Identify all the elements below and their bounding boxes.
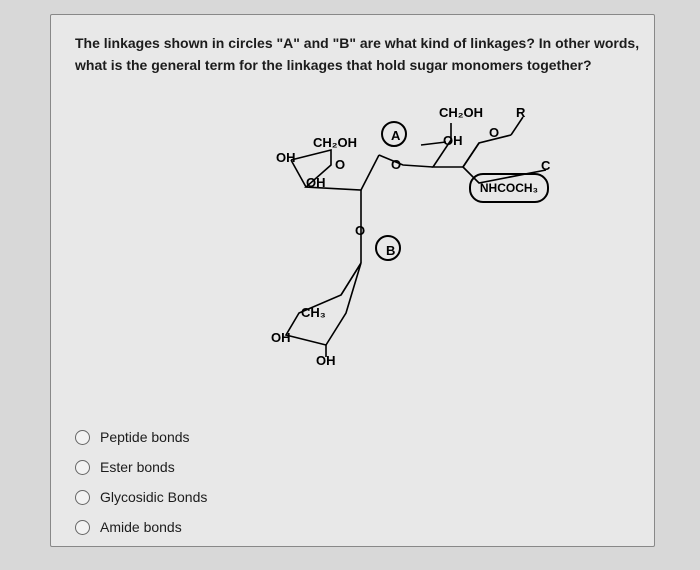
lbl-o-top: O (489, 125, 499, 140)
lbl-ch2oh-top: CH₂OH (439, 105, 483, 120)
question-line-2: what is the general term for the linkage… (75, 57, 592, 73)
lbl-o-vert: O (355, 223, 365, 238)
structure-svg (211, 95, 611, 395)
lbl-o-link: O (391, 157, 401, 172)
option-ester[interactable]: Ester bonds (75, 459, 207, 475)
question-line-1: The linkages shown in circles "A" and "B… (75, 35, 639, 51)
chemistry-diagram: NHCOCH₃ CH₂OH R O OH A CH₂OH OH C O OH O… (211, 95, 611, 395)
option-label: Ester bonds (100, 459, 175, 475)
question-text: The linkages shown in circles "A" and "B… (75, 33, 644, 76)
option-peptide[interactable]: Peptide bonds (75, 429, 207, 445)
lbl-ch3: CH₃ (301, 305, 326, 320)
circle-c-label: NHCOCH₃ (480, 181, 538, 195)
option-label: Glycosidic Bonds (100, 489, 207, 505)
option-amide[interactable]: Amide bonds (75, 519, 207, 535)
option-label: Amide bonds (100, 519, 182, 535)
lbl-oh-left2: OH (306, 175, 326, 190)
lbl-oh-left1: OH (276, 150, 296, 165)
radio-icon[interactable] (75, 460, 90, 475)
lbl-oh-bot1: OH (271, 330, 291, 345)
lbl-oh-bot2: OH (316, 353, 336, 368)
radio-icon[interactable] (75, 430, 90, 445)
lbl-o-mid: O (335, 157, 345, 172)
lbl-oh-top: OH (443, 133, 463, 148)
radio-icon[interactable] (75, 520, 90, 535)
lbl-c: C (541, 158, 550, 173)
answer-options: Peptide bonds Ester bonds Glycosidic Bon… (75, 415, 207, 549)
option-glycosidic[interactable]: Glycosidic Bonds (75, 489, 207, 505)
lbl-ch2oh-mid: CH₂OH (313, 135, 357, 150)
question-card: The linkages shown in circles "A" and "B… (50, 14, 655, 547)
lbl-r: R (516, 105, 525, 120)
option-label: Peptide bonds (100, 429, 190, 445)
circle-c: NHCOCH₃ (469, 173, 549, 203)
radio-icon[interactable] (75, 490, 90, 505)
lbl-a: A (391, 128, 400, 143)
lbl-b: B (386, 243, 395, 258)
